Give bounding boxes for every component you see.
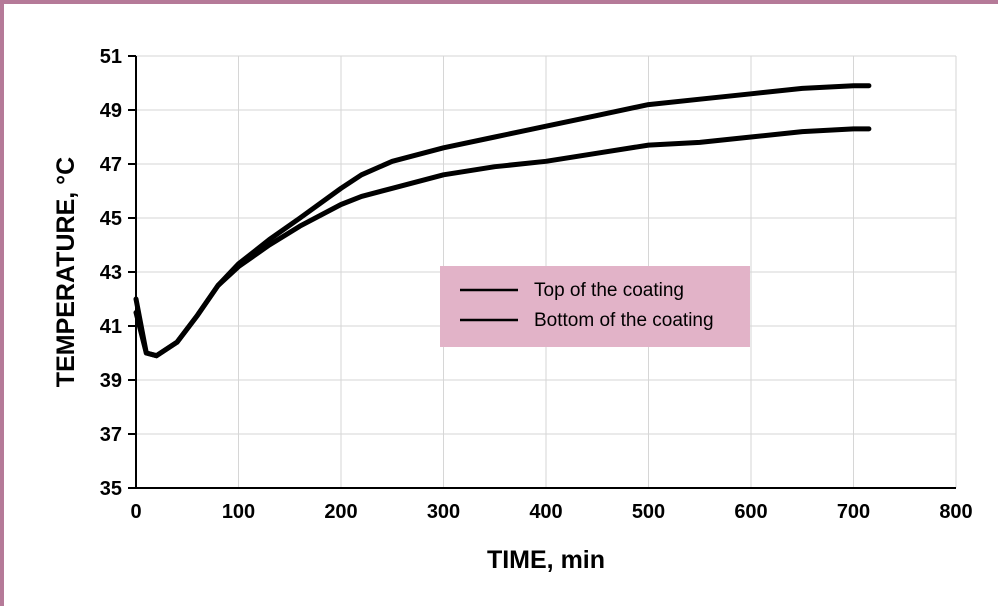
series-top-point — [339, 186, 343, 191]
series-bottom-point — [441, 172, 446, 177]
x-tick-label: 800 — [939, 501, 972, 523]
series-top-point — [298, 216, 302, 220]
series-bottom-point — [195, 313, 200, 318]
series-bottom-point — [749, 135, 753, 139]
series-top-point — [595, 113, 600, 118]
series-bottom-point — [236, 264, 241, 269]
x-tick-label: 600 — [734, 501, 767, 523]
y-tick-label: 37 — [100, 424, 122, 446]
series-top-point — [390, 159, 395, 164]
series-bottom-point — [800, 129, 805, 134]
series-bottom-point — [144, 351, 149, 355]
x-tick-label: 400 — [529, 501, 562, 523]
series-top-point — [441, 145, 446, 150]
series-bottom-point — [154, 353, 159, 358]
legend: Top of the coating Bottom of the coating — [440, 266, 750, 347]
legend-label-top: Top of the coating — [534, 280, 684, 301]
series-top-point — [646, 102, 651, 107]
y-tick-label: 39 — [100, 370, 122, 392]
x-tick-label: 500 — [632, 501, 665, 523]
series-layer — [133, 83, 872, 359]
tick-labels: 0 100 200 300 400 500 600 700 800 35 37 39 41 43 45 47 4… — [100, 46, 973, 523]
series-bottom-point — [866, 126, 871, 131]
series-bottom-point — [492, 164, 497, 169]
series-top-point — [492, 135, 497, 139]
x-tick-label: 0 — [130, 501, 141, 523]
x-axis-title: TIME, min — [487, 546, 605, 574]
series-bottom-line — [133, 126, 872, 359]
series-top-point — [544, 124, 548, 129]
y-tick-label: 41 — [100, 316, 122, 338]
x-tick-label: 300 — [427, 501, 460, 523]
y-tick-label: 35 — [100, 478, 122, 500]
x-tick-label: 700 — [837, 501, 870, 523]
series-top-point — [697, 97, 702, 102]
y-axis-title: TEMPERATURE, °C — [52, 157, 80, 387]
series-bottom-point — [697, 140, 702, 145]
series-bottom-point — [646, 143, 651, 148]
series-bottom-point — [216, 283, 220, 288]
legend-label-bottom: Bottom of the coating — [534, 310, 714, 331]
series-bottom-point — [267, 243, 272, 247]
series-top-point — [800, 86, 805, 91]
series-top-point — [851, 83, 856, 88]
series-bottom-point — [339, 202, 343, 207]
series-bottom-point — [359, 194, 364, 199]
temperature-chart: 0 100 200 300 400 500 600 700 800 35 37 39 41 43 45 47 4… — [52, 46, 973, 574]
series-bottom-point — [390, 186, 395, 191]
series-top-point — [267, 237, 272, 242]
x-tick-label: 100 — [222, 501, 255, 523]
legend-box — [440, 266, 750, 347]
series-bottom-point — [298, 224, 302, 229]
series-bottom-point — [595, 151, 600, 156]
y-tick-label: 45 — [100, 208, 122, 230]
series-bottom-point — [175, 340, 179, 345]
y-tick-label: 51 — [100, 46, 122, 68]
series-bottom-point — [851, 126, 856, 131]
y-tick-label: 49 — [100, 100, 122, 122]
y-tick-label: 43 — [100, 262, 122, 284]
x-tick-label: 200 — [324, 501, 357, 523]
series-top-point — [749, 91, 753, 96]
y-tick-label: 47 — [100, 154, 122, 176]
series-top-point — [866, 83, 871, 88]
series-bottom-point — [544, 159, 548, 164]
series-top-point — [359, 172, 364, 177]
